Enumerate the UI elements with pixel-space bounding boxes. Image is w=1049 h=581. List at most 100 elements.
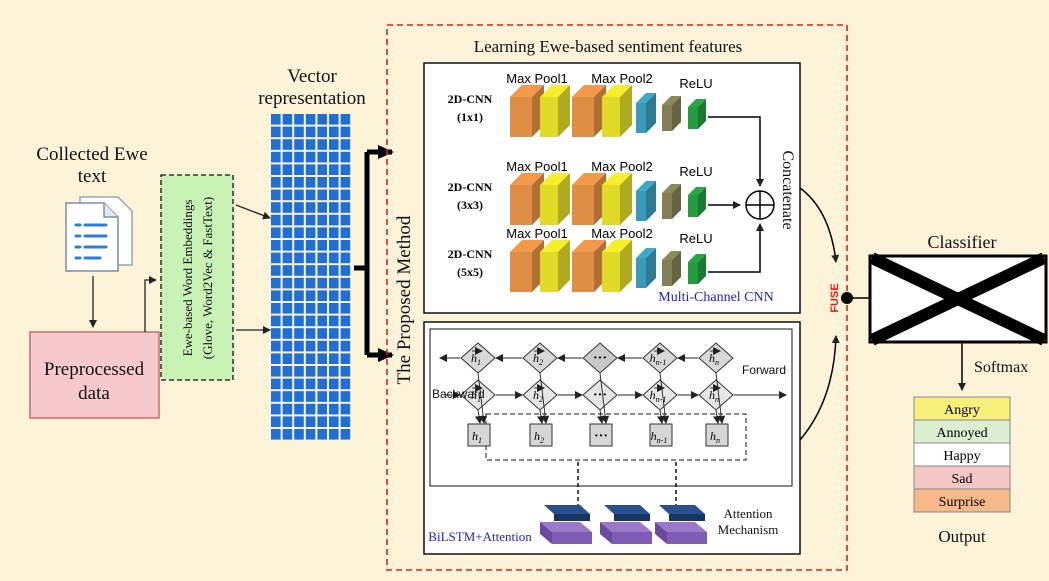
vector-cell <box>317 340 327 352</box>
relu-block <box>688 187 706 217</box>
vector-cell <box>329 252 339 264</box>
vector-cell <box>340 240 351 251</box>
attention-blocks <box>540 505 707 544</box>
pool-block <box>540 85 570 137</box>
vector-cell <box>305 227 316 238</box>
vector-cell <box>317 189 327 201</box>
vector-cell <box>305 366 316 377</box>
vector-cell <box>305 353 316 364</box>
vector-cell <box>294 416 304 427</box>
conv-block <box>572 173 606 225</box>
vector-cell <box>340 429 351 440</box>
vector-cell <box>271 139 281 150</box>
bilstm-inner-box <box>429 328 793 487</box>
collected-text-title: Collected Ewe <box>36 144 147 165</box>
vector-cell <box>329 227 339 238</box>
class-label: Annoyed <box>936 426 987 441</box>
vector-cell <box>305 265 316 276</box>
forward-label: Forward <box>742 363 786 377</box>
class-label: Happy <box>943 449 980 464</box>
hidden-state-label: hn <box>709 351 719 367</box>
class-label: Angry <box>944 403 980 418</box>
vector-cell <box>329 114 339 125</box>
attention-block <box>600 505 652 544</box>
vector-cell <box>329 177 339 188</box>
dense-block <box>662 184 681 219</box>
vector-cell <box>329 340 339 352</box>
dense-block <box>636 181 656 221</box>
vector-cell <box>317 366 327 377</box>
vector-cell <box>317 126 327 138</box>
vector-cell <box>271 340 281 352</box>
vector-cell <box>282 277 293 289</box>
vector-cell <box>294 265 304 276</box>
word-embeddings-box <box>160 174 234 381</box>
vector-cell <box>305 290 316 301</box>
bilstm-caption: BiLSTM+Attention <box>428 529 532 544</box>
class-label: Sad <box>952 472 973 487</box>
vector-grid <box>271 114 351 440</box>
vector-cell <box>340 378 351 390</box>
hidden-state-label: h1 <box>472 429 482 445</box>
vector-cell <box>329 403 339 415</box>
vector-cell <box>329 240 339 251</box>
vector-cell <box>340 214 351 226</box>
output-label: Output <box>938 527 986 546</box>
vector-cell <box>271 416 281 427</box>
vector-cell <box>271 315 281 327</box>
vector-cell <box>294 315 304 327</box>
cnn-kernel-size: (1x1) <box>457 110 483 124</box>
vector-cell <box>282 151 293 163</box>
vector-cell <box>340 277 351 289</box>
vector-cell <box>340 139 351 150</box>
fuse-arrows <box>799 187 840 441</box>
vector-cell <box>305 416 316 427</box>
vector-cell <box>282 366 293 377</box>
vector-cell <box>271 378 281 390</box>
vector-cell <box>305 202 316 213</box>
vector-cell <box>305 252 316 264</box>
cnn-layer-name: 2D-CNN <box>448 180 493 194</box>
conv-block <box>572 240 606 292</box>
vector-cell <box>294 252 304 264</box>
max-pool1-label: Max Pool1 <box>506 159 567 174</box>
hidden-state-label: ··· <box>593 388 607 403</box>
cnn-row: 2D-CNN (5x5) Max Pool1 Max Pool2 ReLU <box>448 226 713 292</box>
vector-cell <box>317 303 327 314</box>
vector-cell <box>317 277 327 289</box>
vector-cell <box>294 214 304 226</box>
vector-cell <box>282 227 293 238</box>
vector-cell <box>317 328 327 339</box>
cnn-row: 2D-CNN (1x1) Max Pool1 Max Pool2 ReLU <box>448 71 713 137</box>
method-title: Learning Ewe-based sentiment features <box>474 37 743 56</box>
vector-cell <box>317 151 327 163</box>
vector-cell <box>282 114 293 125</box>
vector-cell <box>282 139 293 150</box>
vector-cell <box>294 403 304 415</box>
vector-cell <box>294 366 304 377</box>
vector-cell <box>294 202 304 213</box>
vector-cell <box>340 265 351 276</box>
vector-cell <box>340 403 351 415</box>
vector-cell <box>317 114 327 125</box>
vector-cell <box>317 164 327 175</box>
vector-cell <box>329 151 339 163</box>
vector-cell <box>294 378 304 390</box>
proposed-method-label: The Proposed Method <box>394 215 415 384</box>
vector-cell <box>271 227 281 238</box>
conv-block <box>510 173 544 225</box>
vector-cell <box>305 214 316 226</box>
vector-cell <box>294 303 304 314</box>
collected-text-title-2: text <box>78 166 107 187</box>
hidden-state-label: hn <box>709 388 719 404</box>
word-embeddings-models: (Glove, Word2Vec & FastText) <box>200 197 215 359</box>
vector-cell <box>329 277 339 289</box>
output-state-node <box>705 423 729 447</box>
vector-cell <box>282 202 293 213</box>
output-state-node <box>649 423 673 447</box>
fuse-node <box>841 292 853 304</box>
vector-label: Vector <box>287 66 337 87</box>
vector-cell <box>282 416 293 427</box>
